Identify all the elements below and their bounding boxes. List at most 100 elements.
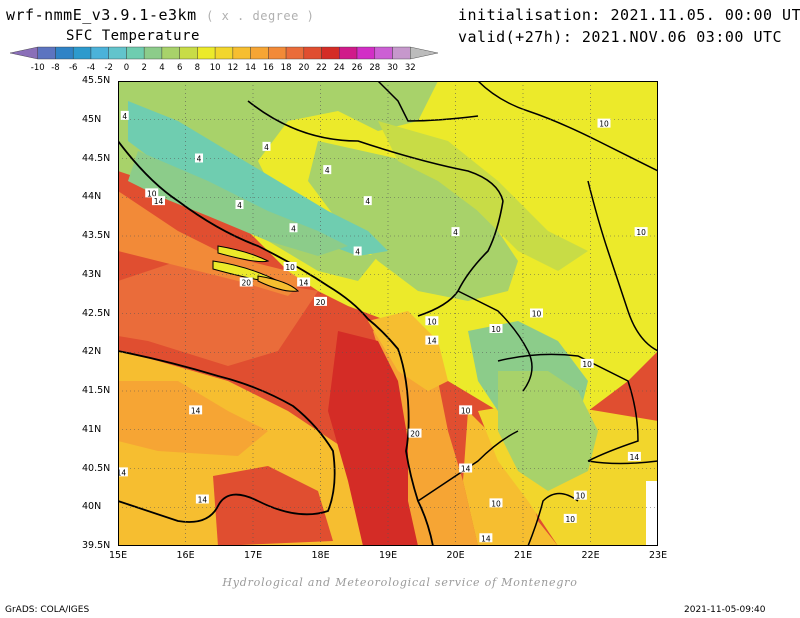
svg-text:14: 14: [630, 453, 640, 462]
y-tick-label: 45N: [82, 113, 102, 125]
colorbar-tick-label: 6: [177, 63, 182, 73]
colorbar-swatch: [339, 46, 358, 60]
svg-text:4: 4: [291, 224, 296, 233]
y-tick-label: 44N: [82, 191, 102, 203]
field-ionian-red: [328, 331, 418, 546]
svg-text:20: 20: [241, 279, 251, 288]
colorbar-tick-label: 12: [227, 63, 238, 73]
field-missing-edge: [646, 481, 658, 546]
contour-label: 4: [235, 200, 244, 210]
contour-label: 10: [573, 490, 587, 501]
border-serbia-bulgaria: [587, 180, 658, 352]
colorbar-swatch: [108, 46, 127, 60]
colorbar-swatch: [303, 46, 322, 60]
contour-label: 14: [152, 196, 165, 206]
colorbar-swatch: [126, 46, 145, 60]
colorbar-tick-label: 2: [141, 63, 146, 73]
colorbar-tick-label: 16: [263, 63, 274, 73]
contour-label: 10: [530, 308, 543, 319]
valid-time: valid(+27h): 2021.NOV.06 03:00 UTC: [458, 28, 783, 46]
border-bosnia-east: [417, 200, 504, 317]
y-tick-label: 40.5N: [82, 462, 111, 474]
colorbar-swatch: [321, 46, 340, 60]
variable-title: SFC Temperature: [66, 28, 200, 44]
model-title: wrf-nmmE_v3.9.1-e3km ( x . degree ): [6, 6, 314, 24]
x-tick-label: 18E: [311, 550, 330, 561]
island-1: [217, 245, 270, 263]
x-tick-label: 16E: [176, 550, 195, 561]
contour-label: 10: [145, 188, 159, 198]
field-calabria-warm: [213, 466, 333, 546]
field-apulia-orange: [118, 381, 268, 456]
border-serbia-north: [377, 81, 479, 122]
temperature-map: 4444444441014101420201010101010141010142…: [118, 81, 658, 546]
field-bosnia-green: [308, 141, 518, 301]
contour-label: 10: [563, 513, 577, 524]
field-shkoder-orange: [368, 311, 448, 391]
svg-text:10: 10: [285, 263, 295, 272]
contour-label: 4: [353, 246, 362, 257]
svg-text:10: 10: [532, 310, 542, 319]
contour-label: 10: [283, 262, 297, 272]
svg-text:4: 4: [355, 248, 360, 257]
contour-label: 20: [239, 277, 253, 288]
contour-label: 20: [314, 296, 327, 307]
y-tick-label: 42.5N: [82, 307, 111, 319]
contour-label: 4: [195, 153, 203, 164]
svg-text:14: 14: [427, 337, 437, 346]
contour-label: 14: [297, 277, 311, 288]
border-serbia-romania: [477, 81, 658, 172]
svg-text:10: 10: [636, 228, 646, 237]
colorbar-swatch: [214, 46, 234, 60]
colorbar-tick-label: 26: [352, 63, 363, 73]
colorbar-swatch: [392, 46, 411, 60]
colorbar-swatch: [179, 46, 198, 60]
y-tick-label: 41N: [82, 423, 102, 435]
colorbar-tick-label: -8: [51, 63, 59, 73]
y-tick-label: 45.5N: [82, 75, 111, 86]
field-coast-orange-w: [118, 191, 308, 296]
units-label: ( x . degree ): [206, 9, 315, 23]
border-albania-greece: [417, 430, 519, 502]
colorbar-swatch: [161, 46, 180, 60]
contour-label: 20: [408, 428, 422, 439]
colorbar-tick-label: 10: [210, 63, 221, 73]
contour-label: 14: [627, 451, 641, 462]
island-3: [257, 275, 300, 292]
credit-text: Hydrological and Meteorological service …: [222, 576, 578, 589]
x-tick-label: 23E: [649, 550, 668, 561]
contour-label: 4: [289, 223, 298, 233]
svg-text:10: 10: [576, 492, 586, 501]
colorbar-tick-label: 28: [369, 63, 380, 73]
svg-text:10: 10: [582, 360, 592, 369]
svg-text:4: 4: [237, 201, 242, 210]
y-tick-label: 43.5N: [82, 230, 111, 241]
colorbar-swatch: [55, 46, 74, 60]
x-tick-label: 15E: [109, 550, 128, 561]
svg-text:4: 4: [325, 166, 330, 175]
colorbar-tick-label: -4: [87, 63, 95, 73]
contour-label: 4: [120, 110, 129, 121]
x-tick-label: 19E: [379, 550, 398, 561]
svg-text:4: 4: [264, 143, 269, 152]
colorbar-swatch: [285, 46, 305, 60]
software-label: GrADS: COLA/IGES: [5, 605, 90, 615]
colorbar-swatch: [250, 46, 269, 60]
svg-text:20: 20: [410, 430, 420, 439]
timestamp-label: 2021-11-05-09:40: [684, 605, 766, 615]
colorbar-tick-label: -10: [31, 63, 45, 73]
colorbar-swatch: [268, 46, 287, 60]
contour-labels: 4444444441014101420201010101010141010142…: [118, 110, 648, 543]
y-tick-label: 44.5N: [82, 152, 111, 164]
map-frame: [118, 81, 658, 546]
colorbar-tick-label: 32: [405, 63, 416, 73]
contour-label: 14: [195, 494, 209, 505]
border-kosovo: [457, 290, 533, 392]
contour-label: 10: [489, 498, 503, 508]
svg-text:10: 10: [427, 317, 437, 326]
contour-label: 14: [459, 463, 473, 474]
svg-text:14: 14: [118, 468, 126, 477]
contour-label: 4: [262, 141, 271, 152]
svg-text:4: 4: [122, 112, 127, 121]
border-bosnia-north: [247, 100, 504, 202]
